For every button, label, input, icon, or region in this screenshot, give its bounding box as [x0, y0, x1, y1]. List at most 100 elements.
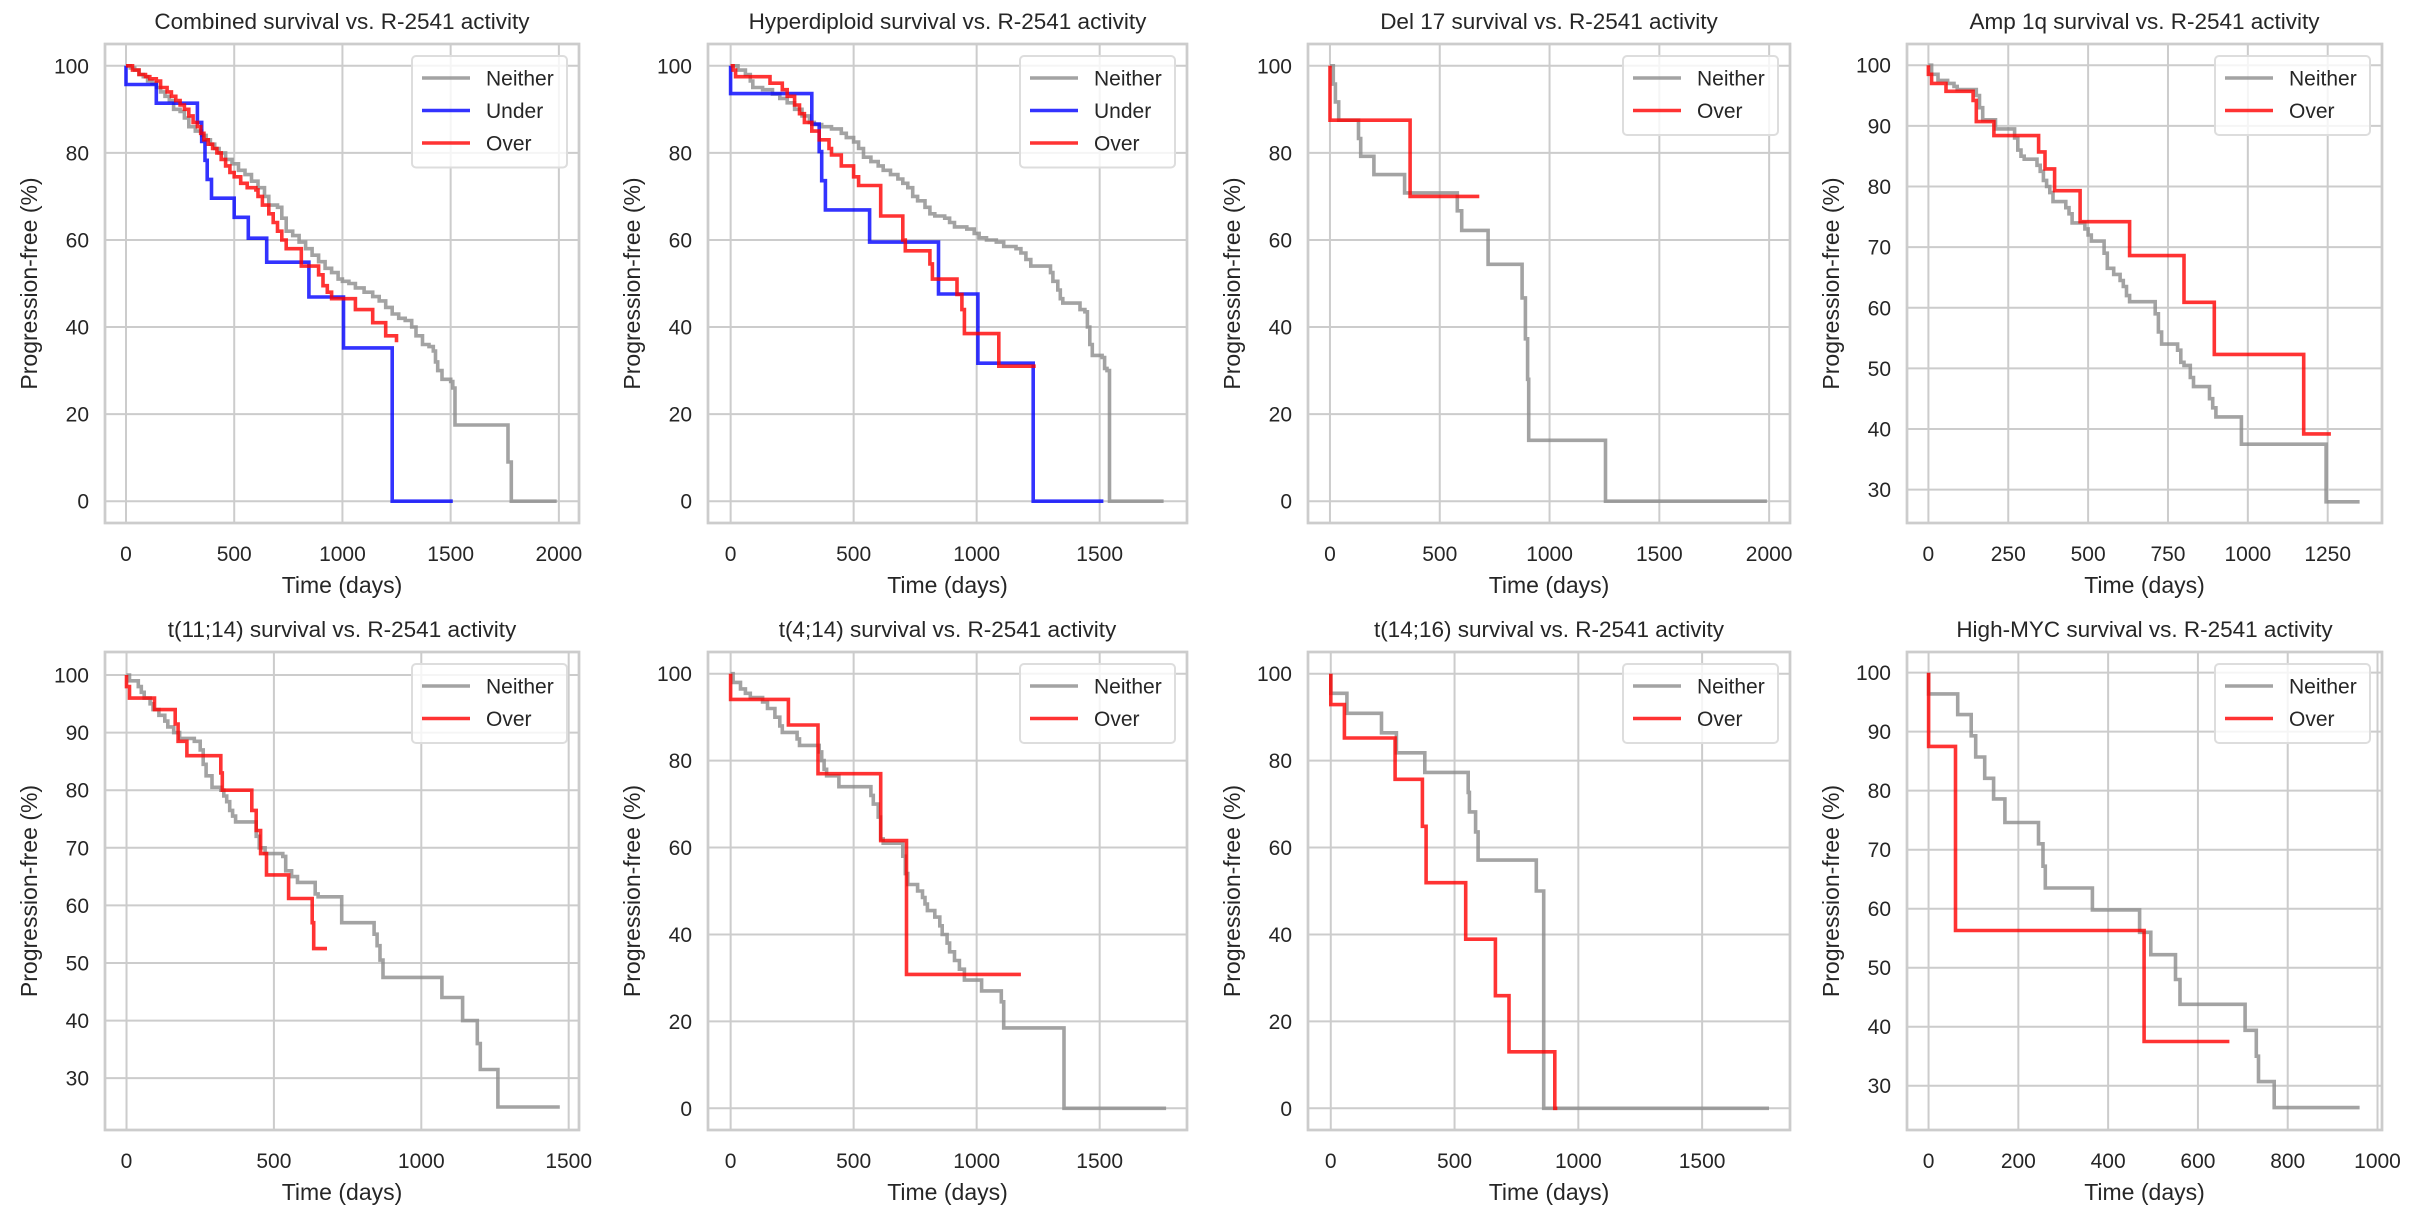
- series-line-over: [1926, 672, 2230, 1044]
- y-tick-label: 80: [1269, 142, 1292, 165]
- y-tick-label: 50: [66, 952, 89, 975]
- legend-label-neither: Neither: [1697, 68, 1765, 91]
- legend-label-over: Over: [486, 708, 532, 731]
- y-tick-label: 100: [657, 55, 692, 78]
- legend-label-over: Over: [1697, 708, 1743, 731]
- x-axis-label: Time (days): [282, 572, 403, 598]
- y-tick-label: 40: [66, 317, 89, 340]
- y-tick-label: 80: [669, 142, 692, 165]
- y-tick-label: 20: [66, 404, 89, 427]
- y-tick-label: 40: [1269, 924, 1292, 947]
- x-tick-label: 400: [2091, 1150, 2126, 1173]
- y-tick-label: 0: [1280, 491, 1292, 514]
- y-axis-label: Progression-free (%): [619, 785, 645, 997]
- x-tick-label: 500: [836, 543, 871, 566]
- subplot-del17: 0 500 1000 1500 2000 0 20 40 60 80 100 Del 17 survi…: [1219, 9, 1792, 598]
- x-tick-label: 0: [1324, 543, 1336, 566]
- legend-label-neither: Neither: [1094, 68, 1162, 91]
- x-tick-label: 1000: [319, 543, 366, 566]
- y-tick-label: 80: [1868, 780, 1891, 803]
- legend-box: [411, 663, 568, 744]
- legend-label-under: Under: [1094, 100, 1151, 123]
- x-axis-label: Time (days): [887, 1179, 1008, 1205]
- subplot-combined: 0 500 1000 1500 2000 0 20 40 60 80 100 Combined sur…: [16, 9, 582, 598]
- x-axis-label: Time (days): [282, 1179, 403, 1205]
- x-tick-label: 0: [121, 1150, 133, 1173]
- y-tick-label: 60: [669, 229, 692, 252]
- legend-label-neither: Neither: [486, 68, 554, 91]
- axes-border: [103, 42, 581, 525]
- y-tick-label: 30: [1868, 1075, 1891, 1098]
- y-tick-label: 0: [680, 1098, 692, 1121]
- x-tick-label: 1500: [1679, 1150, 1726, 1173]
- legend-label-neither: Neither: [2289, 68, 2357, 91]
- x-axis-label: Time (days): [2084, 1179, 2205, 1205]
- y-tick-label: 100: [657, 663, 692, 686]
- y-tick-label: 100: [1257, 55, 1292, 78]
- x-tick-label: 0: [120, 543, 132, 566]
- x-tick-label: 500: [1437, 1150, 1472, 1173]
- y-axis-label: Progression-free (%): [16, 177, 42, 389]
- legend-box: [2214, 663, 2371, 744]
- x-tick-label: 1000: [1555, 1150, 1602, 1173]
- legend: Neither Over: [1622, 663, 1779, 744]
- legend-label-under: Under: [486, 100, 543, 123]
- x-tick-label: 500: [217, 543, 252, 566]
- series-line-over: [730, 64, 1036, 368]
- y-tick-label: 100: [1257, 663, 1292, 686]
- subplot-high-myc: 0 200 400 600 800 1000 30 40 50 60 70 80 90 100 High-M…: [1818, 617, 2401, 1205]
- y-axis-label: Progression-free (%): [16, 785, 42, 997]
- y-tick-label: 20: [669, 1011, 692, 1034]
- y-axis-label: Progression-free (%): [1219, 785, 1245, 997]
- legend-label-neither: Neither: [2289, 676, 2357, 699]
- legend: Neither Over: [1622, 55, 1779, 136]
- x-axis-label: Time (days): [1489, 1179, 1610, 1205]
- y-tick-label: 100: [54, 665, 89, 688]
- y-tick-label: 80: [1868, 176, 1891, 199]
- x-tick-label: 800: [2270, 1150, 2305, 1173]
- x-tick-label: 0: [1325, 1150, 1337, 1173]
- x-tick-label: 500: [1422, 543, 1457, 566]
- subplot-title: Amp 1q survival vs. R-2541 activity: [1969, 9, 2320, 34]
- y-tick-label: 20: [669, 404, 692, 427]
- y-axis-label: Progression-free (%): [1818, 785, 1844, 997]
- subplot-title: t(14;16) survival vs. R-2541 activity: [1374, 617, 1725, 642]
- subplot-t11-14: 0 500 1000 1500 30 40 50 60 70 80 90 100 t(11;14) su…: [16, 617, 592, 1205]
- series-line-over: [1328, 65, 1480, 199]
- legend-label-neither: Neither: [1094, 676, 1162, 699]
- legend-box: [1622, 55, 1779, 136]
- x-tick-label: 500: [2071, 543, 2106, 566]
- axes-border: [706, 650, 1189, 1132]
- x-tick-label: 200: [2001, 1150, 2036, 1173]
- axes-border: [1306, 42, 1792, 525]
- y-tick-label: 80: [66, 780, 89, 803]
- subplot-amp1q: 0 250 500 750 1000 1250 30 40 50 60 70 80 90 100 Amp 1…: [1818, 9, 2384, 598]
- y-tick-label: 90: [66, 722, 89, 745]
- legend-label-over: Over: [1697, 100, 1743, 123]
- y-tick-label: 80: [1269, 750, 1292, 773]
- series-line-over: [126, 64, 399, 343]
- y-tick-label: 80: [669, 750, 692, 773]
- x-tick-label: 500: [836, 1150, 871, 1173]
- legend-label-over: Over: [1094, 133, 1140, 156]
- x-tick-label: 1500: [1076, 543, 1123, 566]
- y-tick-label: 100: [54, 55, 89, 78]
- subplot-title: High-MYC survival vs. R-2541 activity: [1956, 617, 2333, 642]
- y-tick-label: 0: [77, 491, 89, 514]
- legend-label-neither: Neither: [486, 676, 554, 699]
- x-tick-label: 750: [2150, 543, 2185, 566]
- subplot-title: Combined survival vs. R-2541 activity: [154, 9, 530, 34]
- x-tick-label: 1000: [1526, 543, 1573, 566]
- y-tick-label: 30: [1868, 479, 1891, 502]
- x-tick-label: 0: [725, 543, 737, 566]
- y-tick-label: 70: [66, 837, 89, 860]
- x-tick-label: 250: [1991, 543, 2026, 566]
- y-axis-label: Progression-free (%): [1818, 177, 1844, 389]
- x-axis-label: Time (days): [2084, 572, 2205, 598]
- legend: Neither Over: [2214, 663, 2371, 744]
- axes-border: [103, 650, 581, 1132]
- y-tick-label: 60: [1868, 898, 1891, 921]
- series-line-neither: [1329, 673, 1769, 1111]
- legend: Neither Under Over: [411, 55, 568, 169]
